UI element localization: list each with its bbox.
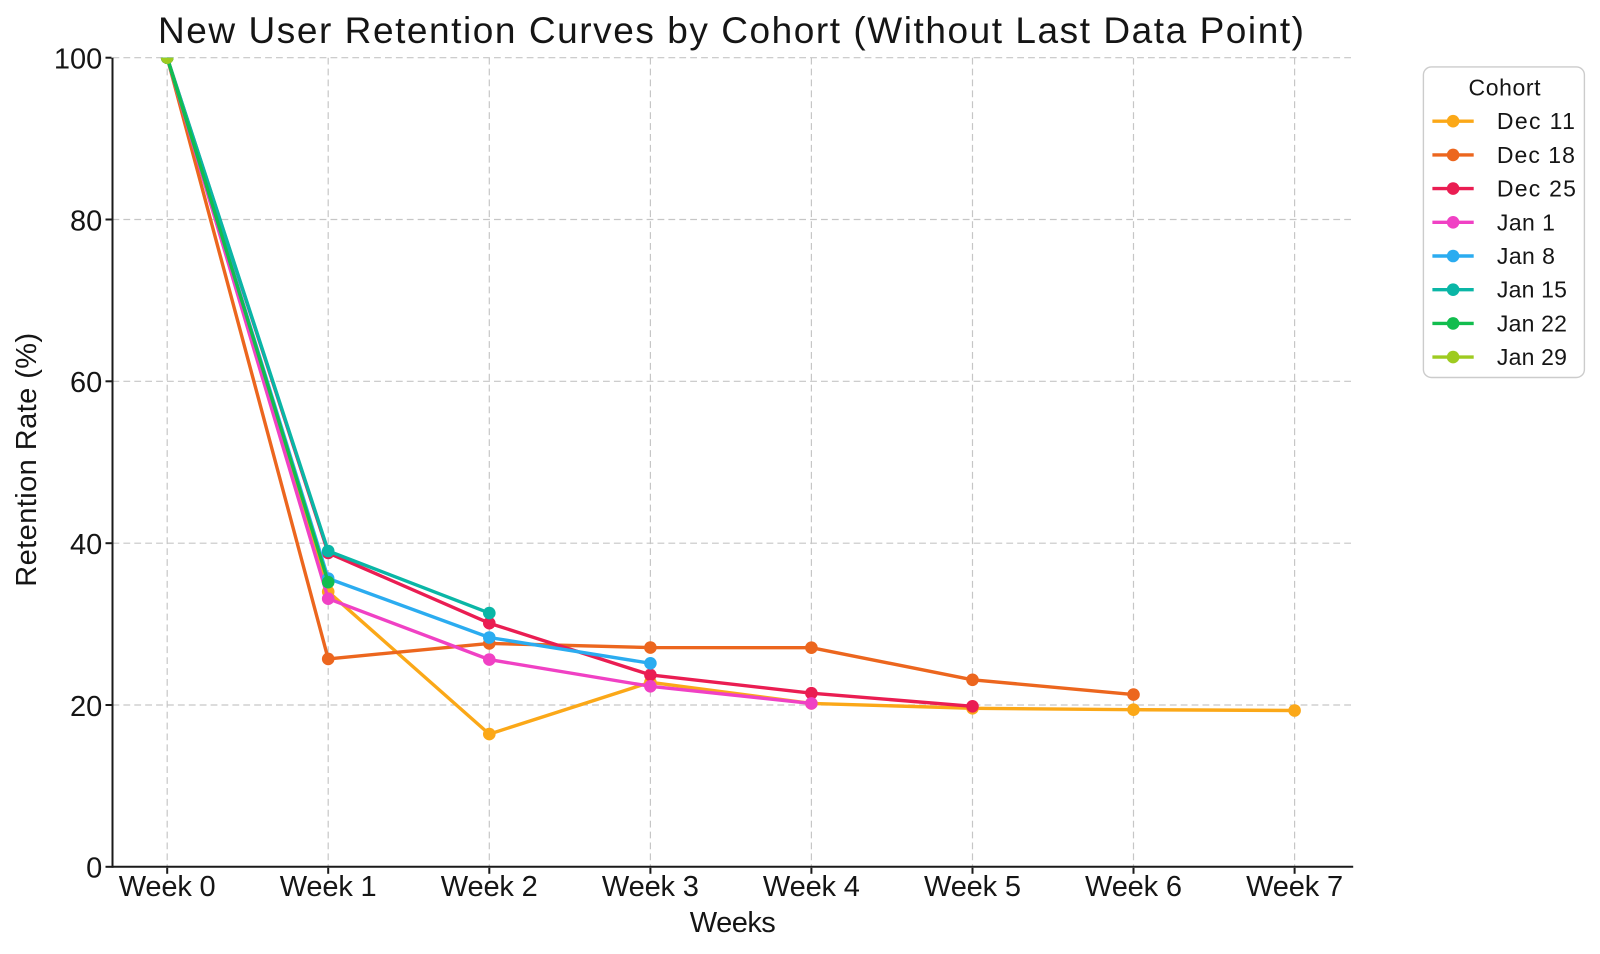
svg-text:Dec 25: Dec 25 [1497, 176, 1576, 202]
svg-text:Jan 22: Jan 22 [1497, 310, 1567, 336]
svg-text:Week 7: Week 7 [1246, 871, 1343, 903]
svg-text:40: 40 [70, 529, 102, 561]
svg-text:Weeks: Weeks [690, 907, 776, 939]
svg-text:Retention Rate (%): Retention Rate (%) [11, 333, 43, 587]
svg-text:Jan 1: Jan 1 [1497, 209, 1555, 235]
svg-text:Jan 15: Jan 15 [1497, 277, 1567, 303]
svg-text:Jan 29: Jan 29 [1497, 344, 1567, 370]
svg-text:100: 100 [54, 44, 102, 76]
svg-text:Dec 18: Dec 18 [1497, 142, 1575, 168]
svg-text:20: 20 [70, 691, 102, 723]
svg-text:Dec 11: Dec 11 [1497, 108, 1575, 134]
svg-text:Week 6: Week 6 [1085, 871, 1182, 903]
svg-text:0: 0 [86, 853, 102, 885]
svg-text:Week 2: Week 2 [441, 871, 538, 903]
svg-text:Jan 8: Jan 8 [1497, 243, 1555, 269]
svg-text:Week 4: Week 4 [763, 871, 860, 903]
svg-text:Week 1: Week 1 [280, 871, 377, 903]
svg-text:Week 0: Week 0 [119, 871, 216, 903]
svg-text:Week 3: Week 3 [602, 871, 699, 903]
svg-text:Week 5: Week 5 [924, 871, 1021, 903]
svg-text:80: 80 [70, 205, 102, 237]
svg-text:60: 60 [70, 367, 102, 399]
svg-text:Cohort: Cohort [1469, 75, 1542, 101]
svg-text:New User Retention Curves by C: New User Retention Curves by Cohort (Wit… [158, 10, 1304, 51]
